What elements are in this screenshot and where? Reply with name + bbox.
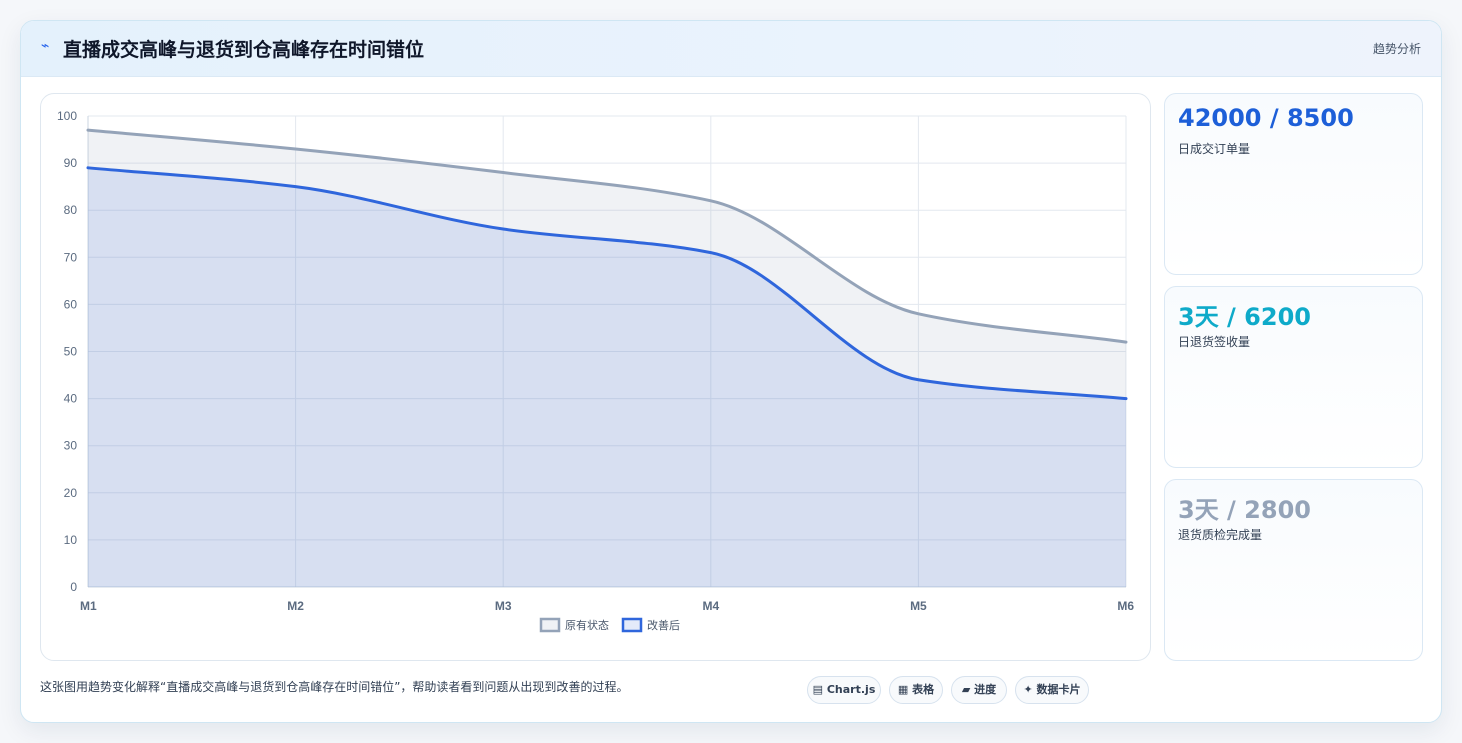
x-tick-label: M1 <box>80 599 97 613</box>
series-area <box>88 167 1126 587</box>
stat-value: 3天 / 6200 <box>1178 303 1311 331</box>
chip-label: 表格 <box>912 683 935 696</box>
y-tick-label: 0 <box>70 580 77 594</box>
y-tick-label: 50 <box>64 345 78 359</box>
legend-label: 改善后 <box>647 618 680 632</box>
chip-label: Chart.js <box>826 683 876 696</box>
chip-label: 数据卡片 <box>1036 683 1081 696</box>
stat-card-returns: 3天 / 6200 日退货签收量 <box>1164 286 1423 468</box>
chip-chartjs[interactable]: ▤ Chart.js <box>807 676 881 704</box>
legend-swatch <box>539 617 561 633</box>
chart-panel: 0 10 20 30 40 50 60 70 80 90 100 M1 M2 M3 M4 M5 M6 原有状态 改善… <box>40 93 1151 661</box>
legend-swatch <box>621 617 643 633</box>
stat-card-orders: 42000 / 8500 日成交订单量 <box>1164 93 1423 275</box>
x-tick-label: M4 <box>702 599 719 613</box>
y-tick-label: 60 <box>64 297 78 311</box>
y-tick-label: 10 <box>64 533 78 547</box>
x-tick-label: M3 <box>495 599 512 613</box>
y-tick-label: 80 <box>64 203 78 217</box>
y-tick-label: 20 <box>64 486 78 500</box>
stat-label: 日成交订单量 <box>1178 142 1251 156</box>
card-tag: 趋势分析 <box>1372 42 1421 56</box>
y-tick-label: 100 <box>57 109 77 123</box>
stat-card-inspection: 3天 / 2800 退货质检完成量 <box>1164 479 1423 661</box>
chart-description: 这张图用趋势变化解释“直播成交高峰与退货到仓高峰存在时间错位”，帮助读者看到问题… <box>40 680 629 694</box>
datacard-icon: ✦ <box>1023 683 1033 696</box>
card-header: ⌁ 直播成交高峰与退货到仓高峰存在时间错位 趋势分析 <box>21 21 1441 77</box>
stat-label: 退货质检完成量 <box>1178 528 1263 542</box>
chip-label: 进度 <box>974 683 997 696</box>
stat-value: 42000 / 8500 <box>1178 104 1354 132</box>
x-tick-label: M2 <box>287 599 304 613</box>
area-chart: 0 10 20 30 40 50 60 70 80 90 100 M1 M2 M3 M4 M5 M6 原有状态 改善… <box>57 109 1134 633</box>
chart-icon: ▤ <box>812 683 824 696</box>
series-area <box>88 130 1126 587</box>
stat-label: 日退货签收量 <box>1178 335 1251 349</box>
x-tick-label: M5 <box>910 599 927 613</box>
table-icon: ▦ <box>897 683 909 696</box>
card-title: 直播成交高峰与退货到仓高峰存在时间错位 <box>63 39 425 61</box>
y-tick-label: 40 <box>64 392 78 406</box>
progress-icon: ▰ <box>961 683 971 696</box>
trend-card: ⌁ 直播成交高峰与退货到仓高峰存在时间错位 趋势分析 0 10 20 30 40 50 60… <box>20 20 1442 723</box>
series-line <box>86 128 1128 344</box>
y-tick-label: 70 <box>64 250 78 264</box>
y-tick-label: 30 <box>64 439 78 453</box>
chip-progress[interactable]: ▰ 进度 <box>951 676 1007 704</box>
trend-icon: ⌁ <box>41 38 50 54</box>
legend-label: 原有状态 <box>565 618 609 632</box>
chip-datacard[interactable]: ✦ 数据卡片 <box>1015 676 1089 704</box>
y-tick-label: 90 <box>64 156 78 170</box>
series-line <box>86 166 1128 401</box>
chip-table[interactable]: ▦ 表格 <box>889 676 943 704</box>
stat-value: 3天 / 2800 <box>1178 496 1311 524</box>
x-tick-label: M6 <box>1117 599 1134 613</box>
